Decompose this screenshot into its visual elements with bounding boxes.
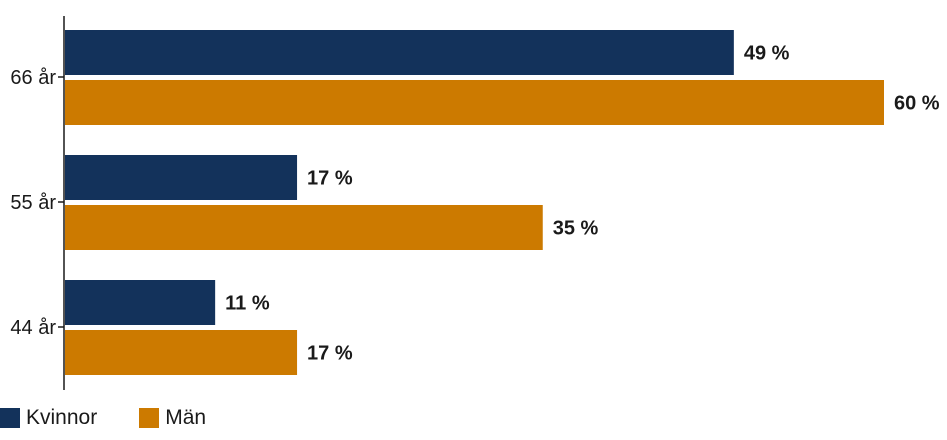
category-label-1: 55 år — [10, 192, 56, 214]
value-label-kvinnor-44-ar: 11 % — [225, 293, 270, 315]
value-label-man-55-ar: 35 % — [553, 218, 599, 240]
legend-swatch-kvinnor — [0, 408, 20, 428]
bars-group — [58, 30, 884, 375]
bar-man-44-ar — [65, 330, 298, 375]
legend: Kvinnor Män — [0, 404, 248, 432]
bar-kvinnor-55-ar — [65, 155, 298, 200]
value-label-kvinnor-66-ar: 49 % — [744, 43, 790, 65]
value-label-kvinnor-55-ar: 17 % — [307, 168, 353, 190]
legend-label-man: Män — [165, 406, 207, 429]
category-label-2: 44 år — [10, 317, 56, 339]
legend-swatch-man — [139, 408, 160, 428]
bar-man-66-ar — [65, 80, 884, 125]
bar-man-55-ar — [65, 205, 543, 250]
value-label-man-44-ar: 17 % — [307, 343, 353, 365]
legend-item-kvinnor: Kvinnor — [0, 406, 97, 430]
category-label-0: 66 år — [10, 67, 56, 89]
bar-chart: 49 % 60 % 66 år 17 % 35 % 55 år 11 % 17 % 44 år — [10, 16, 940, 390]
legend-label-kvinnor: Kvinnor — [26, 406, 98, 429]
labels-group: 49 % 60 % 66 år 17 % 35 % 55 år 11 % 17 % 44 år — [10, 43, 939, 365]
value-label-man-66-ar: 60 % — [894, 93, 940, 115]
bar-kvinnor-44-ar — [65, 280, 216, 325]
bar-kvinnor-66-ar — [65, 30, 734, 75]
legend-item-man: Män — [139, 406, 206, 430]
